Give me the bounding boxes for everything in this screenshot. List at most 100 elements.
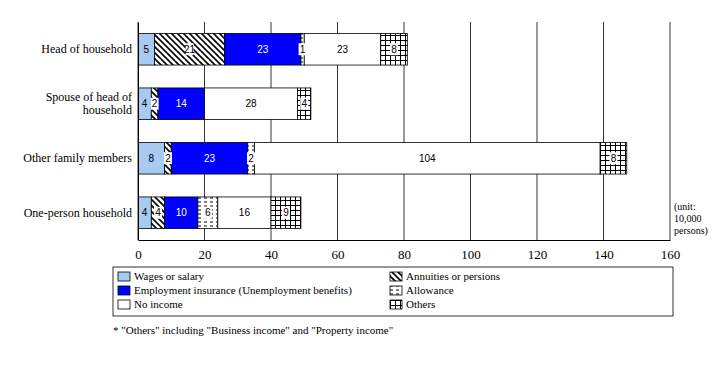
data-label: 104 — [419, 153, 436, 164]
data-label: 8 — [611, 153, 617, 164]
label-bg — [164, 152, 172, 164]
tick-label: 120 — [528, 247, 548, 262]
grid-line — [603, 22, 604, 240]
legend-label: Allowance — [406, 284, 454, 296]
label-bg — [609, 152, 617, 164]
bar-segment — [155, 33, 225, 65]
bar-segment — [254, 142, 600, 174]
tick: Other family members — [23, 151, 138, 165]
grid-line — [470, 22, 471, 240]
data-label: 2 — [165, 153, 171, 164]
data-labels: 548421224231423101262328104168489 — [142, 43, 618, 219]
tick: 20 — [199, 240, 212, 262]
data-label: 4 — [142, 207, 148, 218]
tick: 140 — [594, 240, 614, 262]
category-label: Head of household — [41, 42, 132, 56]
data-label: 4 — [142, 98, 148, 109]
y-axis-line — [138, 23, 139, 241]
label-bg — [154, 207, 162, 219]
bar-segment — [224, 33, 300, 65]
grid-line — [537, 22, 538, 240]
legend: Wages or salary Annuities or persions Empl… — [113, 267, 673, 316]
bar-segment — [198, 197, 218, 229]
tick-label: 0 — [135, 247, 142, 262]
footnote: * "Others" including "Business income" a… — [113, 324, 393, 336]
data-label: 9 — [283, 207, 289, 218]
legend-label: Annuities or persions — [406, 270, 500, 282]
legend-swatch — [390, 300, 402, 309]
legend-swatch — [118, 286, 130, 295]
data-label: 21 — [184, 44, 196, 55]
tick: 0 — [135, 240, 142, 262]
tick-label: 100 — [461, 247, 481, 262]
legend-swatch — [390, 286, 402, 295]
legend-label: Employment insurance (Unemployment benef… — [134, 284, 352, 297]
grid — [138, 22, 670, 240]
bar-segment — [158, 88, 205, 120]
category-label: One-person household — [24, 206, 132, 220]
data-label: 6 — [205, 207, 211, 218]
data-label: 23 — [337, 44, 349, 55]
bar-segment — [381, 33, 408, 65]
data-label: 2 — [248, 153, 254, 164]
tick: 100 — [461, 240, 481, 262]
data-label: 8 — [149, 153, 155, 164]
grid-line — [138, 22, 139, 240]
tick-label: 140 — [594, 247, 614, 262]
bar-segment — [138, 88, 151, 120]
tick-label: 160 — [661, 247, 681, 262]
bar-segment — [138, 142, 165, 174]
bar-segment — [151, 197, 164, 229]
x-axis: 0 20 40 60 80 100 120 140 160 — [135, 240, 680, 262]
data-label: 10 — [176, 207, 188, 218]
grid-line — [670, 22, 671, 240]
data-label: 1 — [300, 44, 306, 55]
tick-label: 20 — [199, 247, 212, 262]
bar-segment — [138, 33, 155, 65]
tick: 80 — [398, 240, 411, 262]
legend-label: No income — [134, 298, 183, 310]
background — [0, 0, 720, 384]
axis-label: (unit:10,000persons) — [674, 201, 708, 237]
bar-segment — [248, 142, 255, 174]
data-label: 28 — [245, 98, 257, 109]
bar-segment — [171, 142, 247, 174]
label-bg — [299, 43, 307, 55]
bars — [138, 33, 627, 228]
tick: 40 — [265, 240, 278, 262]
bar-segment — [205, 88, 298, 120]
y-axis: Head of household Spouse of head ofhouseh… — [23, 23, 138, 241]
data-label: 16 — [239, 207, 251, 218]
data-label: 23 — [204, 153, 216, 164]
label-bg — [390, 43, 398, 55]
x-axis-line — [139, 240, 671, 241]
legend-swatch — [390, 272, 402, 281]
bar-segment — [165, 142, 172, 174]
tick: Spouse of head ofhousehold — [46, 90, 138, 117]
label-bg — [204, 207, 212, 219]
bar-segment — [165, 197, 198, 229]
tick: One-person household — [24, 206, 138, 220]
bar-segment — [138, 197, 151, 229]
tick: 60 — [332, 240, 345, 262]
bar-segment — [218, 197, 271, 229]
legend-label: Others — [406, 298, 435, 310]
data-label: 4 — [155, 207, 161, 218]
legend-box — [113, 267, 673, 316]
data-label: 14 — [176, 98, 188, 109]
bar-segment — [304, 33, 380, 65]
label-bg — [300, 98, 308, 110]
bar-segment — [271, 197, 301, 229]
bar-segment — [600, 142, 627, 174]
bar-segment — [298, 88, 311, 120]
data-label: 23 — [257, 44, 269, 55]
data-label: 4 — [301, 98, 307, 109]
category-label: Spouse of head ofhousehold — [46, 90, 132, 117]
tick: 120 — [528, 240, 548, 262]
tick: Head of household — [41, 42, 138, 56]
data-label: 5 — [144, 44, 150, 55]
data-label: 2 — [152, 98, 158, 109]
label-bg — [247, 152, 255, 164]
legend-label: Wages or salary — [134, 270, 204, 282]
tick-label: 60 — [332, 247, 345, 262]
